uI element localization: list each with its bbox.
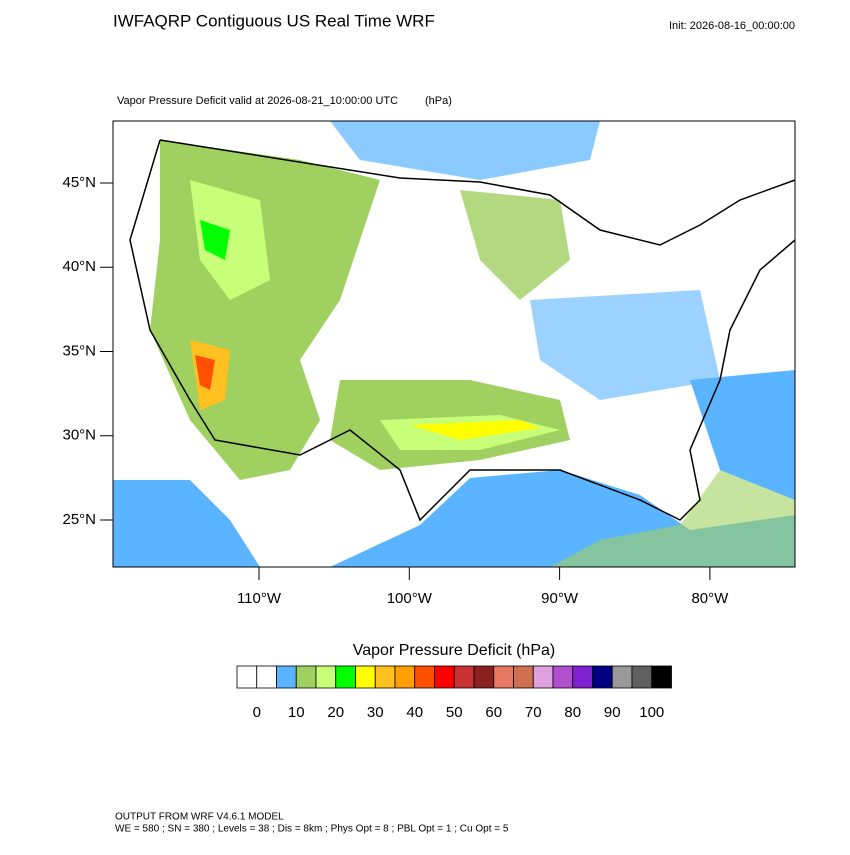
west-dry3 bbox=[200, 220, 230, 260]
colorbar-box bbox=[256, 665, 277, 689]
lat-labels: 45°N 40°N 35°N 30°N 25°N bbox=[62, 174, 113, 528]
colorbar-title: Vapor Pressure Deficit (hPa) bbox=[353, 642, 555, 659]
footer-line2: WE = 580 ; SN = 380 ; Levels = 38 ; Dis … bbox=[115, 824, 509, 835]
lat-label: 40°N bbox=[62, 258, 96, 275]
lon-label: 110°W bbox=[237, 590, 282, 607]
colorbar-label: 0 bbox=[253, 704, 261, 721]
subtitle: Vapor Pressure Deficit valid at 2026-08-… bbox=[117, 95, 398, 107]
colorbar-box bbox=[335, 665, 356, 689]
colorbar-label: 10 bbox=[288, 704, 305, 721]
colorbar-label: 60 bbox=[485, 704, 502, 721]
colorbar-label: 70 bbox=[525, 704, 542, 721]
colorbar-box bbox=[473, 665, 495, 689]
colorbar-label: 30 bbox=[367, 704, 384, 721]
colorbar-box bbox=[276, 665, 297, 689]
footer-line1: OUTPUT FROM WRF V4.6.1 MODEL bbox=[115, 812, 284, 823]
lon-label: 90°W bbox=[541, 590, 579, 607]
colorbar-box bbox=[434, 665, 455, 689]
map bbox=[112, 120, 796, 568]
colorbar-box bbox=[513, 665, 534, 689]
coastline bbox=[129, 139, 796, 522]
west-dry2 bbox=[190, 180, 270, 300]
colorbar-label: 20 bbox=[327, 704, 344, 721]
south-dry3 bbox=[410, 420, 540, 440]
pacific bbox=[113, 480, 260, 567]
init-time: Init: 2026-08-16_00:00:00 bbox=[669, 20, 795, 32]
east-blue bbox=[530, 290, 720, 400]
units: (hPa) bbox=[425, 95, 452, 107]
colorbar-box bbox=[374, 665, 396, 689]
lat-label: 35°N bbox=[62, 342, 96, 359]
lon-label: 80°W bbox=[691, 590, 729, 607]
colorbar-box bbox=[572, 665, 593, 689]
canada-blue bbox=[330, 121, 600, 180]
colorbar-label: 90 bbox=[604, 704, 621, 721]
gulf-green bbox=[550, 470, 795, 567]
lat-label: 25°N bbox=[62, 511, 96, 528]
lon-label: 100°W bbox=[387, 590, 433, 607]
lat-label: 30°N bbox=[62, 427, 96, 444]
atlantic bbox=[690, 370, 795, 500]
colorbar-box bbox=[315, 665, 337, 689]
colorbar-box bbox=[592, 665, 613, 689]
colorbar-box bbox=[532, 665, 554, 689]
colorbar-box bbox=[611, 665, 633, 689]
colorbar-box bbox=[236, 665, 258, 689]
colorbar-box bbox=[414, 665, 435, 689]
map-frame bbox=[112, 120, 796, 568]
colorbar: 0 10 20 30 40 50 60 70 80 90 100 bbox=[236, 665, 672, 721]
colorbar-box bbox=[394, 665, 416, 689]
title: IWFAQRP Contiguous US Real Time WRF bbox=[113, 11, 435, 30]
border-north bbox=[159, 139, 796, 246]
colorbar-box bbox=[631, 665, 653, 689]
midwest-green bbox=[460, 190, 570, 300]
colorbar-box bbox=[493, 665, 514, 689]
colorbar-box bbox=[355, 665, 376, 689]
hot-spot2 bbox=[195, 355, 215, 390]
colorbar-label: 40 bbox=[406, 704, 423, 721]
colorbar-box bbox=[295, 665, 317, 689]
colorbar-box bbox=[651, 665, 672, 689]
colorbar-box bbox=[453, 665, 475, 689]
lon-labels: 110°W 100°W 90°W 80°W bbox=[237, 567, 729, 607]
colorbar-box bbox=[552, 665, 574, 689]
colorbar-label: 100 bbox=[639, 704, 664, 721]
lat-label: 45°N bbox=[62, 174, 96, 191]
colorbar-label: 50 bbox=[446, 704, 463, 721]
colorbar-label: 80 bbox=[564, 704, 581, 721]
